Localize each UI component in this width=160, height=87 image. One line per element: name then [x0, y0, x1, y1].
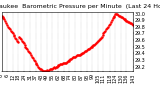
Text: Milwaukee  Barometric Pressure per Minute  (Last 24 Hours): Milwaukee Barometric Pressure per Minute… — [0, 4, 160, 9]
